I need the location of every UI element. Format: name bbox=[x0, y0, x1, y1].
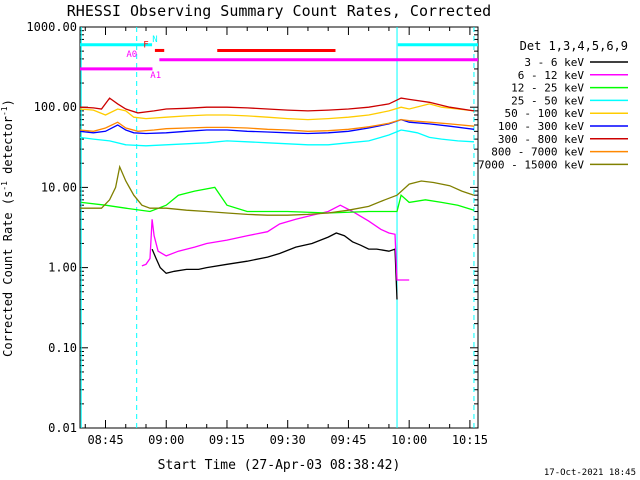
x-tick-label: 09:45 bbox=[330, 433, 366, 447]
y-axis-label: Corrected Count Rate (s-1 detector-1) bbox=[0, 99, 15, 357]
x-tick-label: 09:30 bbox=[270, 433, 306, 447]
series-line bbox=[141, 204, 410, 281]
y-tick-label: 1.00 bbox=[48, 261, 77, 275]
series-line bbox=[81, 186, 475, 214]
flag-label: A0 bbox=[126, 50, 137, 60]
series-line bbox=[79, 129, 475, 147]
y-axis-label-end: ) bbox=[1, 99, 15, 106]
series-line bbox=[79, 103, 475, 121]
series-line bbox=[79, 97, 475, 114]
y-axis-label-sup2: -1 bbox=[0, 106, 9, 116]
x-tick-label: 09:00 bbox=[148, 433, 184, 447]
legend-entry-label: 6 - 12 keV bbox=[518, 69, 585, 82]
chart-title: RHESSI Observing Summary Count Rates, Co… bbox=[67, 2, 491, 20]
x-axis-label: Start Time (27-Apr-03 08:38:42) bbox=[158, 458, 401, 473]
y-tick-label: 10.00 bbox=[41, 180, 77, 194]
footer-timestamp: 17-Oct-2021 18:45 bbox=[544, 468, 636, 478]
y-tick-label: 0.10 bbox=[48, 341, 77, 355]
x-tick-label: 10:15 bbox=[452, 433, 488, 447]
legend-entry-label: 100 - 300 keV bbox=[498, 120, 584, 133]
y-axis-label-mid: detector bbox=[1, 116, 15, 181]
legend-entry-label: 25 - 50 keV bbox=[511, 94, 584, 107]
plot-area: 1000.00 100.00 10.00 1.00 0.10 0.01 08:45 09:00… bbox=[26, 20, 488, 447]
legend-entry-label: 300 - 800 keV bbox=[498, 133, 584, 146]
legend-entry-label: 3 - 6 keV bbox=[524, 56, 584, 69]
y-tick-label: 0.01 bbox=[48, 421, 77, 435]
x-tick-label: 08:45 bbox=[87, 433, 123, 447]
legend-title: Det 1,3,4,5,6,9 bbox=[520, 39, 628, 53]
legend-entry-label: 7000 - 15000 keV bbox=[478, 158, 584, 171]
plot-frame bbox=[79, 26, 479, 429]
series-line bbox=[151, 232, 398, 300]
y-axis-label-main: Corrected Count Rate (s bbox=[1, 191, 15, 357]
flag-label: N bbox=[152, 35, 157, 45]
x-tick-label: 10:00 bbox=[391, 433, 427, 447]
flag-label: A1 bbox=[150, 71, 161, 81]
series-line bbox=[80, 164, 475, 216]
series-line bbox=[79, 118, 475, 132]
legend-entry-label: 12 - 25 keV bbox=[511, 82, 584, 95]
y-axis-label-sup: -1 bbox=[0, 181, 9, 191]
flag-label: F bbox=[143, 40, 148, 50]
x-tick-label: 09:15 bbox=[209, 433, 245, 447]
legend-entry-label: 50 - 100 keV bbox=[505, 107, 585, 120]
y-tick-label: 1000.00 bbox=[26, 20, 77, 34]
y-tick-label: 100.00 bbox=[34, 100, 77, 114]
legend-entry-label: 800 - 7000 keV bbox=[491, 146, 584, 159]
